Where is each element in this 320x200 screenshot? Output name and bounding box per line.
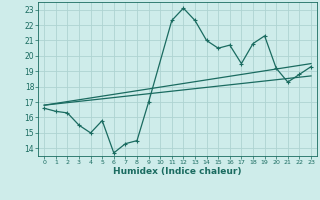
X-axis label: Humidex (Indice chaleur): Humidex (Indice chaleur) [113, 167, 242, 176]
